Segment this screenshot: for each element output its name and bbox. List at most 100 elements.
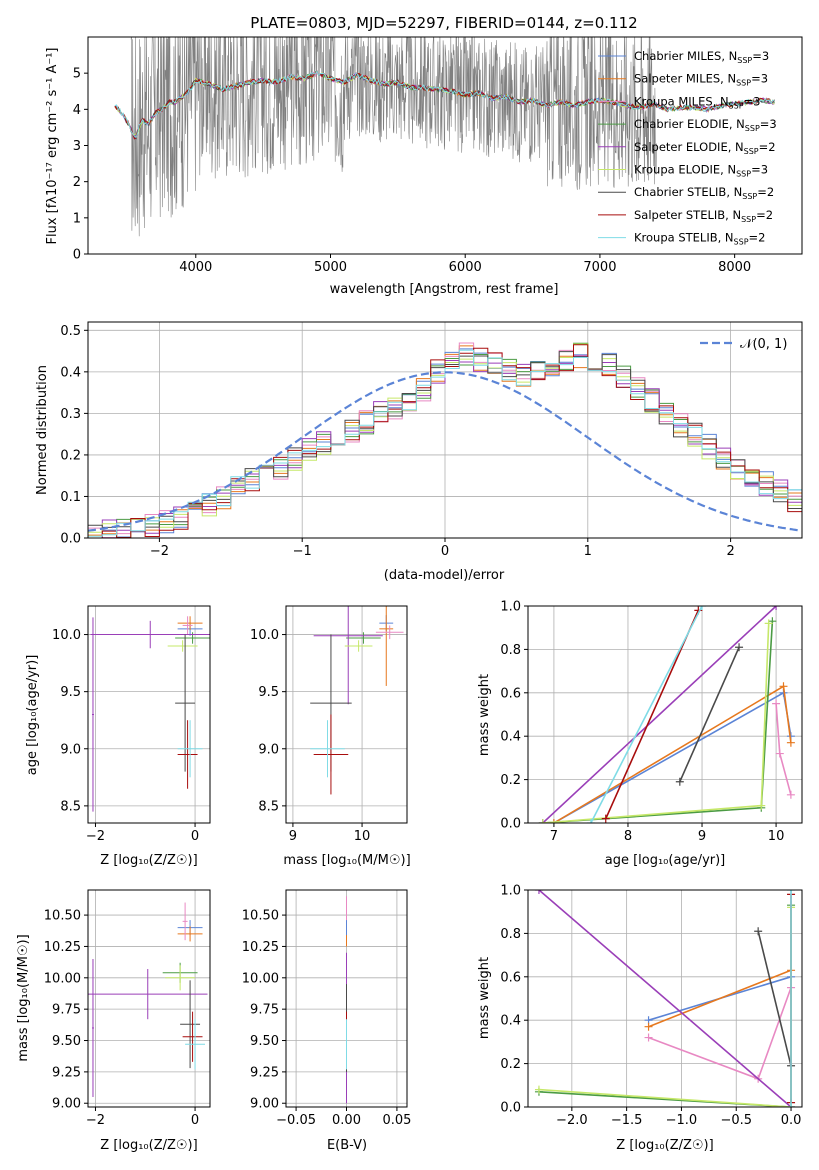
y-tick-label: 9.0: [258, 742, 279, 757]
y-tick-label: 9.75: [52, 1003, 81, 1018]
weight-marker-salpeter_miles: [786, 738, 795, 747]
weight-marker-kroupa_elodie: [538, 819, 547, 823]
y-tick-label: 9.5: [258, 685, 279, 700]
weight-line-salpeter_elodie: [542, 606, 777, 823]
axes-border: [87, 605, 211, 824]
x-tick-label: −2: [86, 1113, 105, 1128]
residuals-plot: −2 −1 0 1 2 0.0 0.1 0.2 0.3 0.4 0.5: [60, 321, 803, 559]
x-tick-label: 0: [191, 829, 199, 844]
weight-marker-kroupa_miles: [772, 699, 781, 708]
weight-marker-kroupa_stelib: [787, 1103, 796, 1107]
z-age-xlabel: Z [log₁₀(Z/Z☉)]: [100, 853, 197, 868]
axes-frame: 7 8 9 10 0.0 0.2 0.4 0.6 0.8 1.0: [500, 600, 803, 844]
weight-marker-salpeter_stelib: [601, 814, 610, 823]
y-tick-label: 8.5: [258, 799, 279, 814]
legend-label-chabrier_elodie: Chabrier ELODIE, NSSP=3: [634, 117, 777, 133]
x-tick-label: −0.05: [276, 1113, 316, 1128]
y-tick-label: 0.6: [500, 686, 521, 701]
y-tick-label: 10.50: [242, 909, 279, 924]
axes-frame: 9 10 8.5 9.0 9.5 10.0: [250, 605, 408, 844]
plot-area: [114, 37, 775, 237]
histogram-salpeter_elodie: [88, 355, 802, 538]
spectrum-title: PLATE=0803, MJD=52297, FIBERID=0144, z=0…: [250, 14, 637, 32]
legend-label-salpeter_stelib: Salpeter STELIB, NSSP=2: [634, 208, 773, 224]
spectrum-plot: 4000 5000 6000 7000 8000 0 1 2 3 4 5: [73, 36, 803, 275]
legend-label-chabrier_miles: Chabrier MILES, NSSP=3: [634, 49, 769, 65]
mass-age-plot: 9 10 8.5 9.0 9.5 10.0: [250, 605, 408, 844]
y-tick-label: 5: [73, 67, 81, 82]
x-tick-label: −1.0: [666, 1113, 698, 1128]
weight-marker-salpeter_elodie: [772, 606, 781, 610]
weight-marker-kroupa_stelib: [586, 819, 595, 823]
y-tick-label: 0.6: [500, 970, 521, 985]
y-tick-label: 0.8: [500, 643, 521, 658]
weight-marker-kroupa_elodie: [534, 1085, 543, 1094]
plot-area: [88, 342, 802, 538]
y-tick-label: 3: [73, 139, 81, 154]
x-tick-label: 4000: [179, 260, 212, 275]
y-tick-label: 0.2: [60, 448, 81, 463]
y-tick-label: 10.0: [52, 628, 81, 643]
axes-border: [87, 889, 211, 1108]
axes-border: [527, 889, 803, 1108]
histogram-salpeter_miles: [88, 345, 802, 536]
spectrum-xlabel: wavelength [Angstrom, rest frame]: [330, 282, 559, 297]
weight-marker-kroupa_miles: [644, 1033, 653, 1042]
legend-label-salpeter_miles: Salpeter MILES, NSSP=3: [634, 72, 768, 88]
z-mass-ylabel: mass [log₁₀(M/M☉)]: [16, 934, 31, 1061]
ebv-mass-plot: −0.05 0.00 0.05 9.00 9.25 9.50 9.75 10.00 10.25 1…: [242, 889, 411, 1128]
y-tick-label: 10.25: [44, 940, 81, 955]
histogram-chabrier_stelib: [88, 351, 802, 532]
y-tick-label: 0.1: [60, 490, 81, 505]
weight-marker-kroupa_stelib: [698, 606, 707, 610]
y-tick-label: 2: [73, 175, 81, 190]
y-tick-label: 0.2: [500, 1057, 521, 1072]
weight-line-salpeter_elodie: [538, 890, 792, 1107]
y-tick-label: 9.0: [60, 742, 81, 757]
x-tick-label: 6000: [449, 260, 482, 275]
weight-marker-salpeter_elodie: [534, 890, 543, 894]
legend-label-kroupa_elodie: Kroupa ELODIE, NSSP=3: [634, 163, 768, 179]
x-tick-label: 0: [441, 544, 449, 559]
y-tick-label: 0.8: [500, 927, 521, 942]
ebv-mass-xlabel: E(B-V): [327, 1138, 367, 1153]
x-tick-label: 0.05: [382, 1113, 411, 1128]
y-tick-label: 0.4: [500, 730, 521, 745]
x-tick-label: 0.00: [332, 1113, 361, 1128]
y-tick-label: 10.00: [242, 971, 279, 986]
y-tick-label: 9.75: [250, 1003, 279, 1018]
weight-marker-salpeter_miles: [779, 682, 788, 691]
y-tick-label: 1.0: [500, 600, 521, 615]
y-tick-label: 0.2: [500, 773, 521, 788]
y-tick-label: 0.4: [500, 1014, 521, 1029]
z-age-ylabel: age [log₁₀(age/yr)]: [25, 655, 40, 776]
weight-marker-kroupa_elodie: [757, 801, 766, 810]
histogram-kroupa_miles: [88, 342, 802, 538]
axes-frame: 4000 5000 6000 7000 8000 0 1 2 3 4 5: [73, 36, 803, 275]
z-mass-plot: −2 0 9.00 9.25 9.50 9.75 10.00 10.25 10.50: [44, 889, 211, 1128]
legend-label-kroupa_stelib: Kroupa STELIB, NSSP=2: [634, 231, 765, 247]
axes-frame: −0.05 0.00 0.05 9.00 9.25 9.50 9.75 10.00 10.25 1…: [242, 889, 411, 1128]
weight-line-chabrier_stelib: [757, 931, 792, 1066]
y-tick-label: 0.3: [60, 407, 81, 422]
histogram-kroupa_stelib: [88, 349, 802, 537]
y-tick-label: 9.00: [250, 1097, 279, 1112]
x-tick-label: −2: [150, 544, 169, 559]
y-tick-label: 1.0: [500, 884, 521, 899]
weight-marker-chabrier_stelib: [735, 643, 744, 652]
x-tick-label: 0: [191, 1113, 199, 1128]
x-tick-label: 5000: [314, 260, 347, 275]
x-tick-label: 7000: [583, 260, 616, 275]
legend-label-chabrier_stelib: Chabrier STELIB, NSSP=2: [634, 185, 774, 201]
age-weight-plot: 7 8 9 10 0.0 0.2 0.4 0.6 0.8 1.0: [500, 600, 803, 844]
weight-marker-kroupa_stelib: [787, 890, 796, 894]
weight-marker-chabrier_stelib: [754, 927, 763, 936]
model-spectrum-salpeter_stelib: [114, 70, 775, 140]
x-tick-label: −2.0: [556, 1113, 588, 1128]
y-tick-label: 9.25: [250, 1065, 279, 1080]
y-tick-label: 10.00: [44, 971, 81, 986]
weight-marker-chabrier_stelib: [675, 777, 684, 786]
x-tick-label: −2: [86, 829, 105, 844]
y-tick-label: 0.4: [60, 365, 81, 380]
weight-marker-salpeter_miles: [549, 819, 558, 823]
